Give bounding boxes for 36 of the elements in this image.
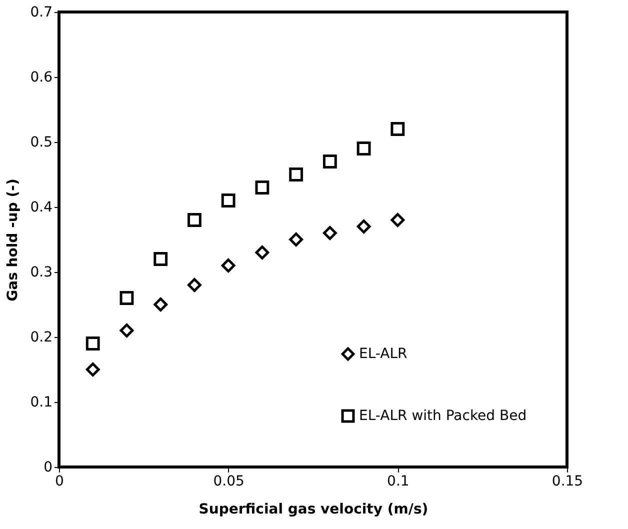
point (322, 226, 337, 240)
point (188, 278, 202, 292)
point (188, 213, 202, 227)
x-axis-title: Superficial gas velocity (m/s) (198, 502, 428, 518)
y-tick-label: 0.2 (30, 330, 52, 346)
point (120, 324, 134, 338)
point (86, 362, 100, 376)
legend-label: EL-ALR with Packed Bed (359, 408, 527, 424)
point (390, 122, 405, 136)
y-tick-label: 0.3 (30, 264, 52, 280)
y-tick-label: 0.4 (30, 200, 53, 216)
point (356, 220, 371, 234)
point (255, 180, 270, 194)
y-tick-label: 0.6 (30, 70, 53, 86)
x-tick-label: 0.1 (387, 474, 410, 490)
y-tick-label: 0.1 (30, 394, 52, 410)
point (221, 258, 236, 272)
point (390, 213, 405, 227)
x-tick-label: 0.05 (213, 474, 244, 490)
point (154, 298, 168, 312)
y-axis-title: Gas hold -up (-) (5, 178, 22, 302)
point (289, 232, 304, 246)
point (255, 246, 270, 260)
point (289, 168, 304, 182)
point (356, 142, 371, 156)
point (221, 194, 236, 208)
legend-label: EL-ALR (359, 346, 408, 362)
x-tick-label: 0.15 (552, 474, 584, 490)
y-tick-label: 0.7 (30, 4, 52, 20)
point (154, 252, 168, 266)
point (322, 154, 337, 168)
y-tick-label: 0 (44, 460, 52, 476)
point (86, 336, 100, 350)
y-tick-label: 0.5 (30, 134, 52, 150)
x-tick-label: 0 (55, 474, 64, 490)
point (120, 291, 134, 305)
